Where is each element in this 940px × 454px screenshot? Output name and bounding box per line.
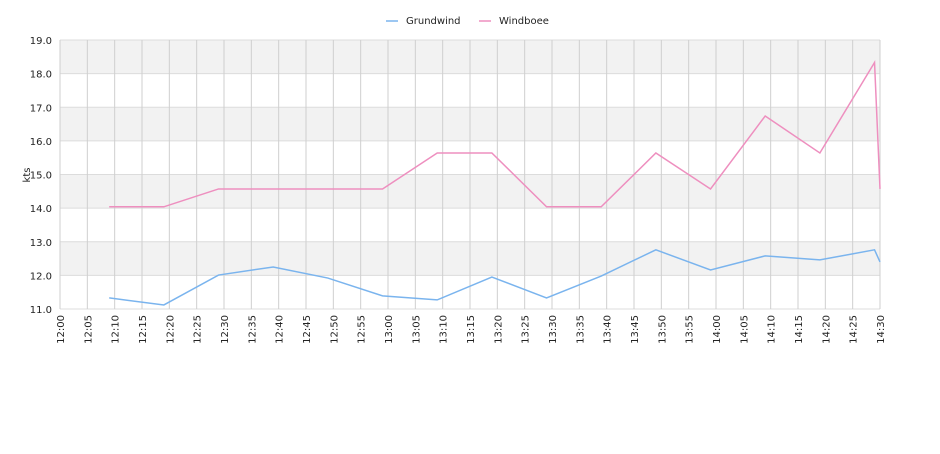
legend-label: Grundwind [406, 16, 461, 27]
x-tick-label: 13:30 [548, 315, 559, 344]
x-tick-label: 12:15 [138, 315, 149, 344]
x-tick-label: 14:10 [767, 315, 778, 344]
y-tick-label: 18.0 [30, 70, 52, 81]
x-tick-label: 13:35 [575, 315, 586, 344]
x-tick-label: 12:05 [83, 315, 94, 344]
y-tick-label: 12.0 [30, 271, 52, 282]
x-tick-label: 14:15 [794, 315, 805, 344]
x-tick-label: 13:10 [439, 315, 450, 344]
x-tick-label: 13:20 [493, 315, 504, 344]
x-tick-label: 14:20 [821, 315, 832, 344]
y-tick-label: 14.0 [30, 204, 52, 215]
y-tick-label: 13.0 [30, 238, 52, 249]
x-tick-label: 14:30 [876, 315, 887, 344]
x-tick-label: 13:25 [521, 315, 532, 344]
x-tick-label: 12:35 [247, 315, 258, 344]
y-tick-label: 11.0 [30, 305, 52, 316]
x-tick-label: 13:50 [657, 315, 668, 344]
x-tick-label: 13:45 [630, 315, 641, 344]
y-tick-label: 19.0 [30, 36, 52, 47]
x-tick-label: 14:00 [712, 315, 723, 344]
x-tick-label: 12:50 [329, 315, 340, 344]
y-tick-label: 15.0 [30, 171, 52, 182]
x-tick-label: 12:00 [56, 315, 67, 344]
x-tick-label: 13:15 [466, 315, 477, 344]
x-tick-label: 13:40 [603, 315, 614, 344]
x-tick-label: 12:25 [193, 315, 204, 344]
x-tick-label: 12:20 [165, 315, 176, 344]
x-tick-label: 13:05 [411, 315, 422, 344]
x-tick-label: 13:55 [685, 315, 696, 344]
y-tick-label: 16.0 [30, 137, 52, 148]
series-line [109, 60, 881, 208]
x-tick-label: 12:55 [357, 315, 368, 344]
x-tick-label: 12:45 [302, 315, 313, 344]
legend-label: Windboee [499, 16, 549, 27]
x-tick-label: 12:30 [220, 315, 231, 344]
x-tick-label: 12:40 [275, 315, 286, 344]
x-tick-label: 13:00 [384, 315, 395, 344]
y-tick-label: 17.0 [30, 103, 52, 114]
series-line [109, 248, 881, 306]
y-axis-label: kts [22, 168, 33, 183]
x-tick-label: 14:05 [739, 315, 750, 344]
x-tick-label: 14:25 [849, 315, 860, 344]
x-tick-label: 12:10 [111, 315, 122, 344]
